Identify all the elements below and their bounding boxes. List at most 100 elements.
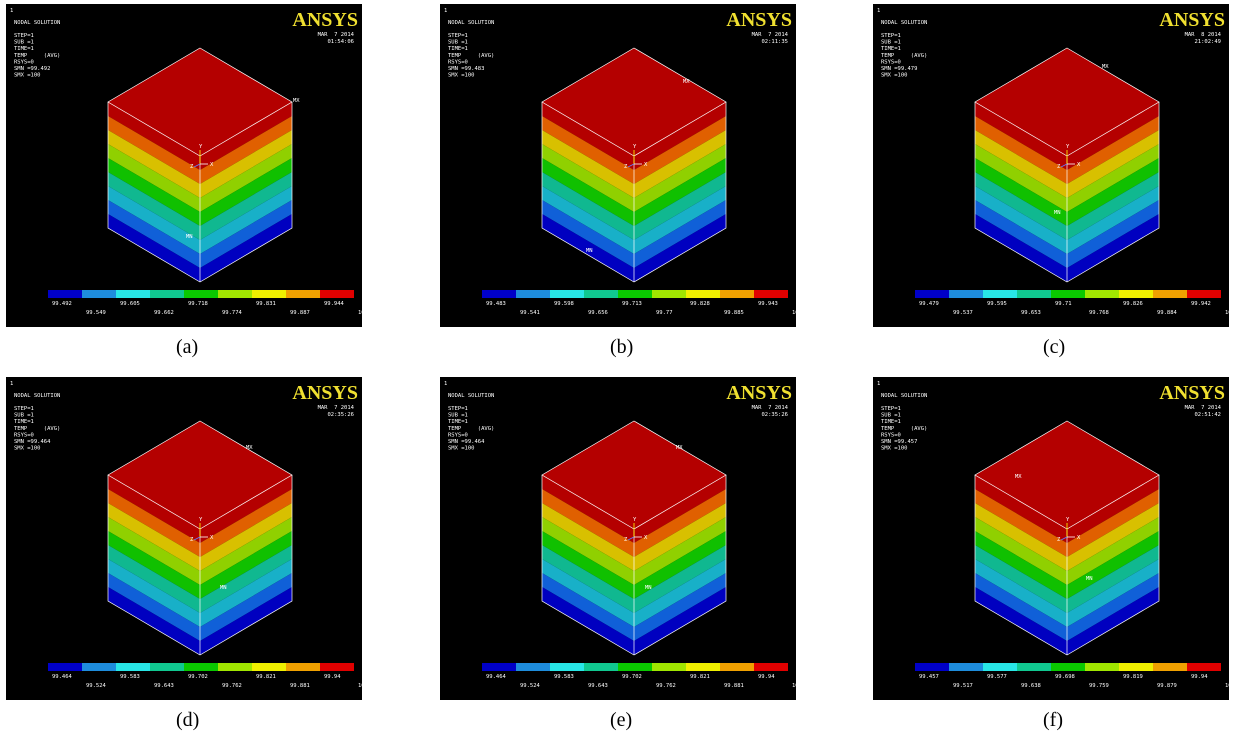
legend-cell: [516, 663, 550, 671]
legend-label: 99.713: [622, 301, 642, 307]
legend-label: 99.541: [520, 310, 540, 316]
legend-label: 99.942: [1191, 301, 1211, 307]
legend-cell: [584, 663, 618, 671]
legend-cell: [949, 663, 983, 671]
legend-cell: [652, 290, 686, 298]
legend-cell: [116, 290, 150, 298]
legend-cell: [516, 290, 550, 298]
legend-label: 99.821: [256, 674, 276, 680]
logo: ANSYS: [292, 382, 358, 404]
legend-label: 99.759: [1089, 683, 1109, 689]
legend-label: 99.457: [919, 674, 939, 680]
info-line: SUB =1: [448, 40, 468, 46]
plot-title: NODAL SOLUTION: [14, 20, 60, 26]
legend-label: 100: [1225, 310, 1235, 316]
info-line: RSYS=0: [881, 59, 901, 65]
panel: 1NODAL SOLUTIONSTEP=1SUB =1TIME=1TEMP (A…: [440, 377, 802, 731]
info-line: TEMP (AVG): [448, 426, 494, 432]
legend-cell: [184, 663, 218, 671]
legend-label: 99.885: [724, 310, 744, 316]
legend-cell: [983, 290, 1017, 298]
legend-cell: [184, 290, 218, 298]
panel: 1NODAL SOLUTIONSTEP=1SUB =1TIME=1TEMP (A…: [6, 4, 368, 358]
legend-label: 99.643: [588, 683, 608, 689]
legend-cell: [652, 663, 686, 671]
legend-cell: [1187, 663, 1221, 671]
info-line: STEP=1: [14, 406, 34, 412]
legend-cell: [1119, 290, 1153, 298]
window-number: 1: [10, 381, 13, 387]
legend-cell: [320, 663, 354, 671]
plot-title: NODAL SOLUTION: [448, 20, 494, 26]
legend-label: 99.826: [1123, 301, 1143, 307]
info-line: SUB =1: [14, 413, 34, 419]
legend-cell: [82, 663, 116, 671]
caption: (d): [176, 709, 199, 731]
figure: 1NODAL SOLUTIONSTEP=1SUB =1TIME=1TEMP (A…: [0, 0, 1252, 740]
legend-label: 99.718: [188, 301, 208, 307]
info-line: RSYS=0: [448, 432, 468, 438]
legend-cell: [754, 290, 788, 298]
min-marker: MN: [1054, 210, 1061, 216]
legend-label: 99.583: [120, 674, 140, 680]
logo: ANSYS: [726, 382, 792, 404]
legend-label: 99.702: [622, 674, 642, 680]
logo: ANSYS: [1159, 9, 1225, 31]
date: MAR 7 2014: [1185, 405, 1222, 411]
max-marker: MX: [676, 445, 683, 451]
legend-label: 99.828: [690, 301, 710, 307]
logo: ANSYS: [292, 9, 358, 31]
legend-cell: [286, 663, 320, 671]
legend-cell: [116, 663, 150, 671]
legend-cell: [618, 290, 652, 298]
info-line: SMX =100: [881, 446, 908, 452]
plot-title: NODAL SOLUTION: [14, 393, 60, 399]
time: 21:02:49: [1195, 39, 1222, 45]
info-line: SMN =99.464: [14, 439, 51, 445]
info-line: SMX =100: [448, 446, 475, 452]
legend-label: 100: [358, 310, 368, 316]
legend-cell: [915, 290, 949, 298]
max-marker: MX: [246, 445, 253, 451]
legend-cell: [915, 663, 949, 671]
legend-label: 99.517: [953, 683, 973, 689]
legend-label: 99.831: [256, 301, 276, 307]
legend-label: 99.881: [290, 683, 310, 689]
info-line: SUB =1: [448, 413, 468, 419]
legend-cell: [550, 663, 584, 671]
caption: (f): [1043, 709, 1063, 731]
date: MAR 7 2014: [318, 32, 355, 38]
min-marker: MN: [1086, 576, 1093, 582]
legend-label: 99.77: [656, 310, 673, 316]
info-line: SUB =1: [14, 40, 34, 46]
legend-label: 99.94: [758, 674, 775, 680]
caption: (e): [610, 709, 632, 731]
window-number: 1: [444, 8, 447, 14]
legend-label: 99.524: [86, 683, 107, 689]
time: 02:35:26: [762, 412, 789, 418]
info-line: SUB =1: [881, 413, 901, 419]
time: 02:35:26: [328, 412, 355, 418]
legend-label: 99.464: [52, 674, 73, 680]
info-line: TIME=1: [448, 419, 468, 425]
legend-cell: [48, 663, 82, 671]
legend-label: 99.887: [290, 310, 310, 316]
legend-cell: [150, 663, 184, 671]
caption: (b): [610, 336, 633, 358]
legend-cell: [150, 290, 184, 298]
date: MAR 7 2014: [752, 405, 789, 411]
caption: (a): [176, 336, 198, 358]
info-line: TEMP (AVG): [14, 426, 60, 432]
legend-label: 99.698: [1055, 674, 1075, 680]
legend-label: 99.598: [554, 301, 574, 307]
window-number: 1: [877, 381, 880, 387]
legend-label: 99.662: [154, 310, 174, 316]
max-marker: MX: [293, 98, 300, 104]
info-line: SMN =99.464: [448, 439, 485, 445]
legend-cell: [48, 290, 82, 298]
info-line: TEMP (AVG): [881, 426, 927, 432]
legend-cell: [983, 663, 1017, 671]
info-line: TIME=1: [448, 46, 468, 52]
info-line: SMX =100: [881, 73, 908, 79]
legend-label: 99.549: [86, 310, 106, 316]
